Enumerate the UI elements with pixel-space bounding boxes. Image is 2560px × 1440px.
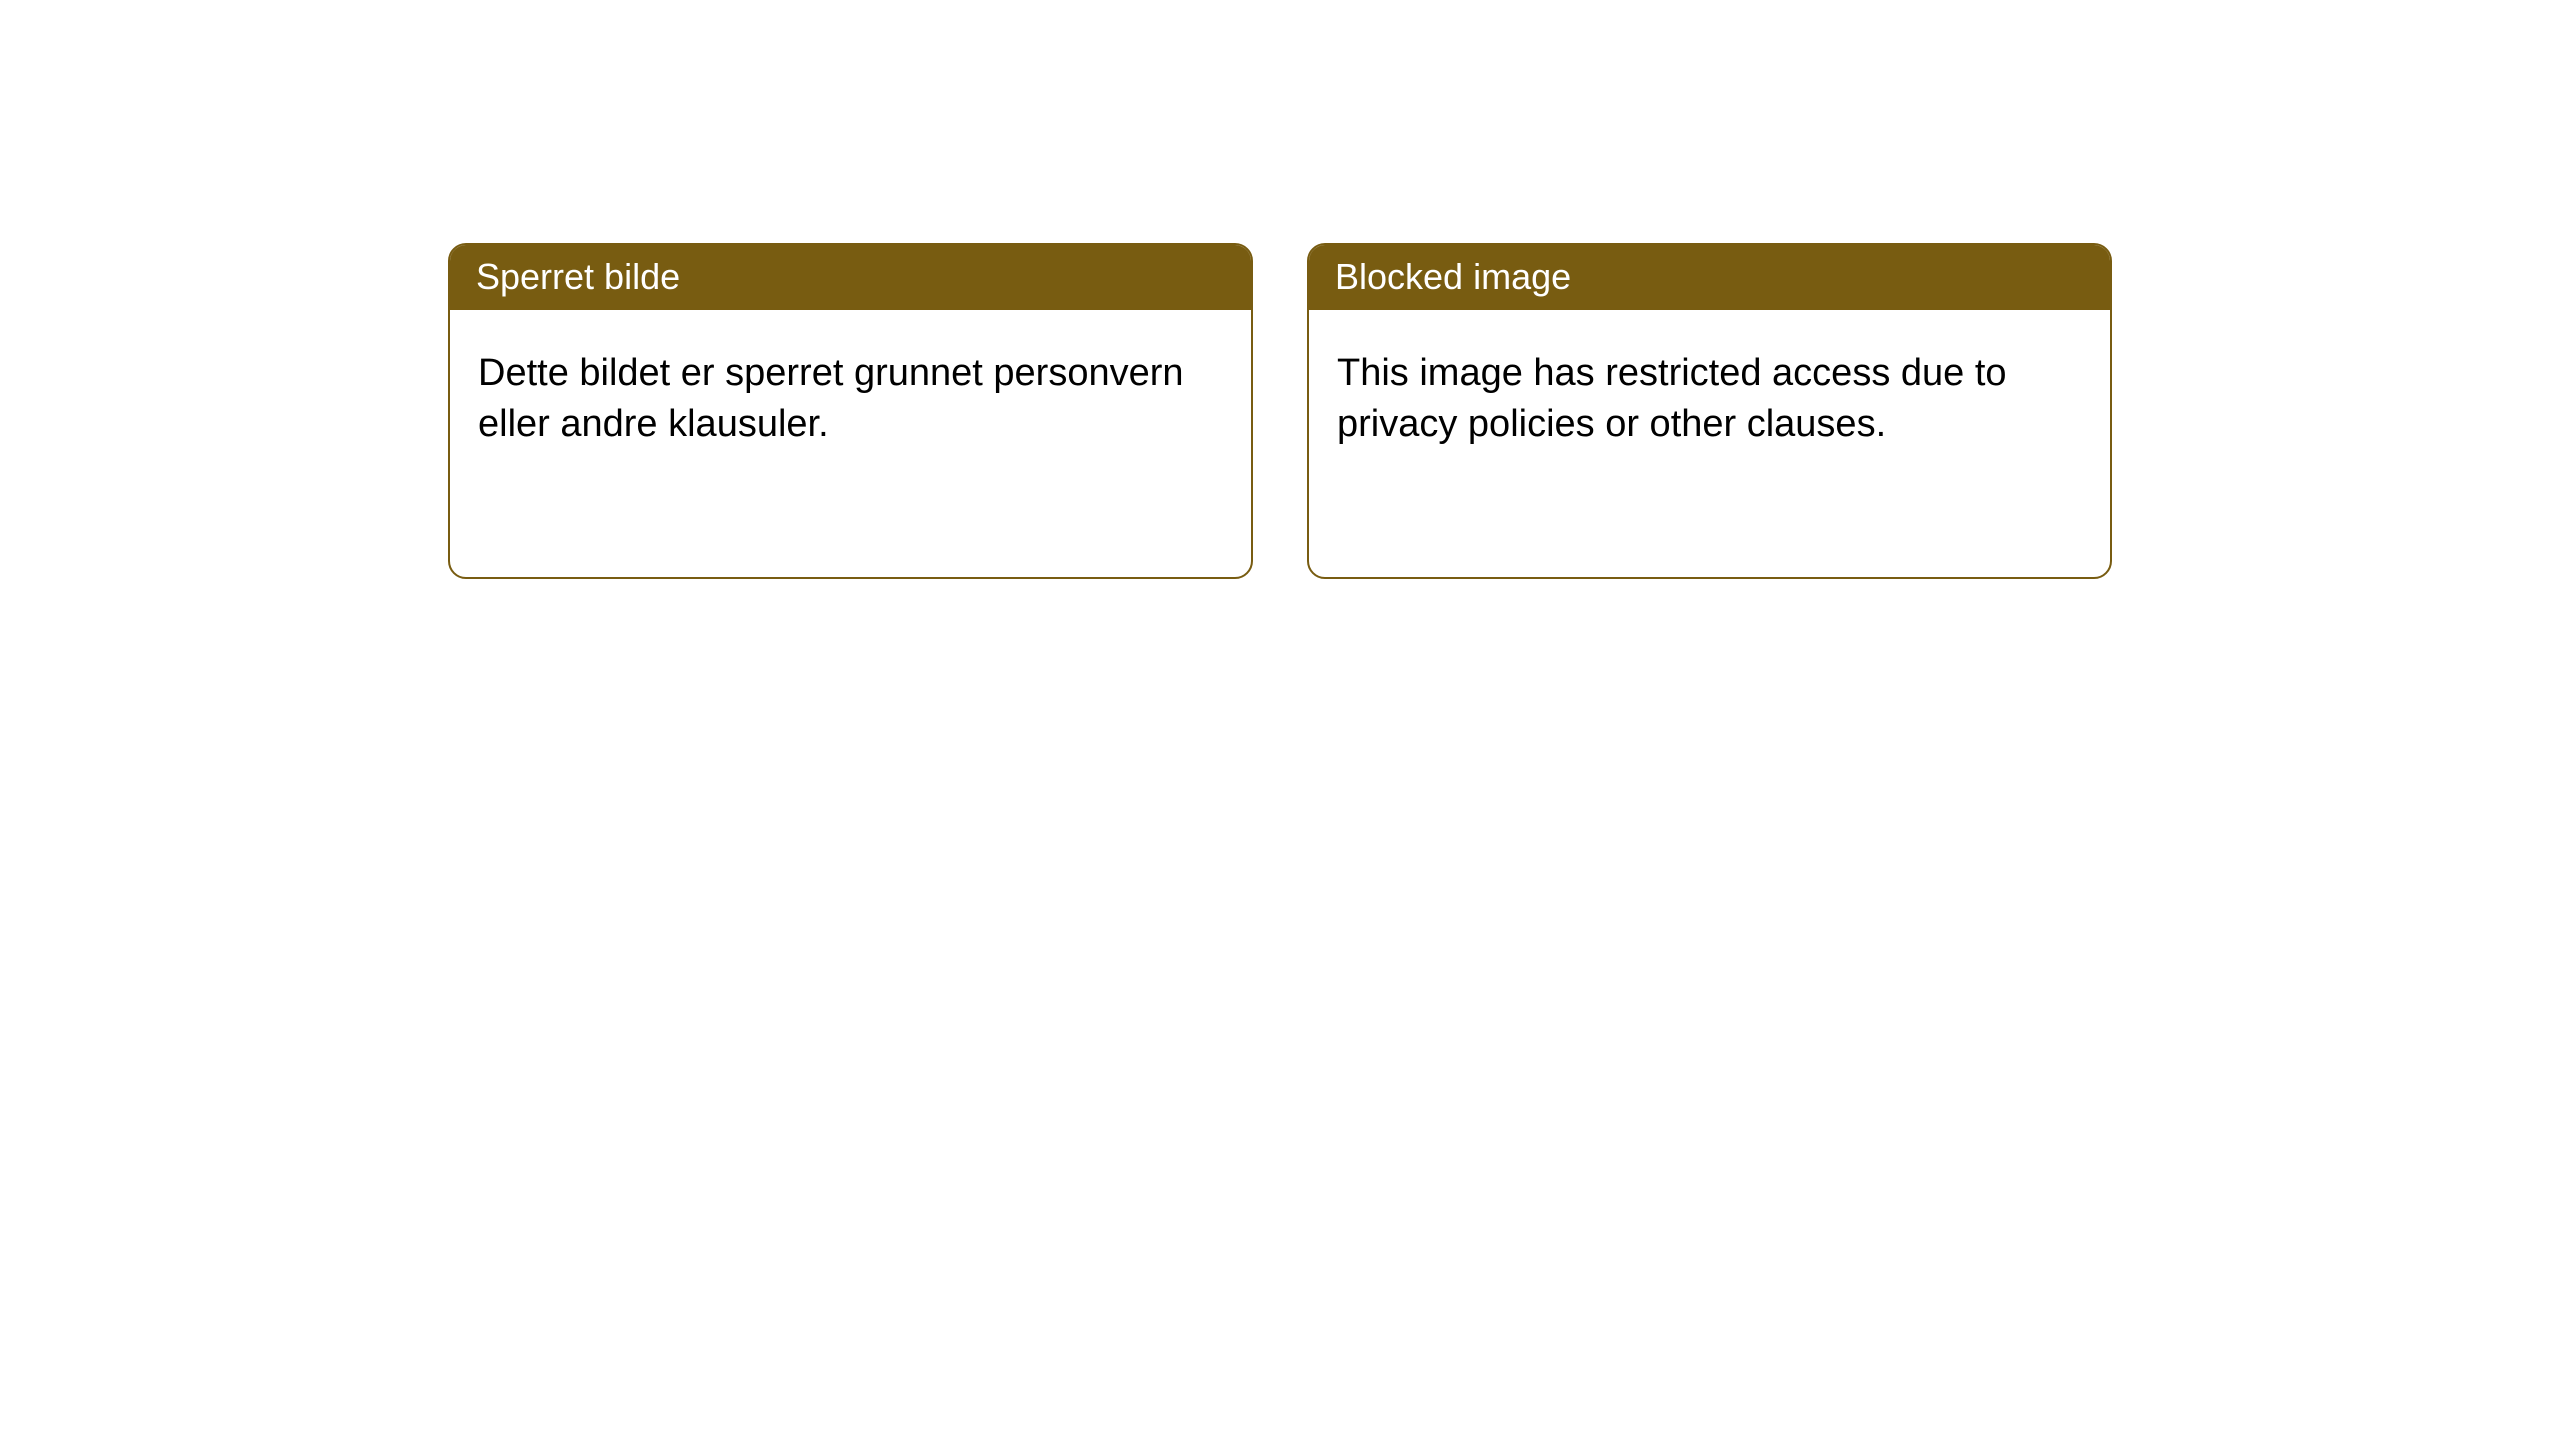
card-title-no: Sperret bilde: [476, 256, 680, 297]
card-body-en: This image has restricted access due to …: [1309, 310, 2110, 489]
card-body-no: Dette bildet er sperret grunnet personve…: [450, 310, 1251, 489]
card-body-text-en: This image has restricted access due to …: [1337, 352, 2007, 445]
blocked-image-card-en: Blocked image This image has restricted …: [1307, 243, 2112, 579]
blocked-image-card-no: Sperret bilde Dette bildet er sperret gr…: [448, 243, 1253, 579]
card-body-text-no: Dette bildet er sperret grunnet personve…: [478, 352, 1184, 445]
card-header-no: Sperret bilde: [450, 245, 1251, 310]
notice-container: Sperret bilde Dette bildet er sperret gr…: [0, 0, 2560, 579]
card-title-en: Blocked image: [1335, 256, 1571, 297]
card-header-en: Blocked image: [1309, 245, 2110, 310]
